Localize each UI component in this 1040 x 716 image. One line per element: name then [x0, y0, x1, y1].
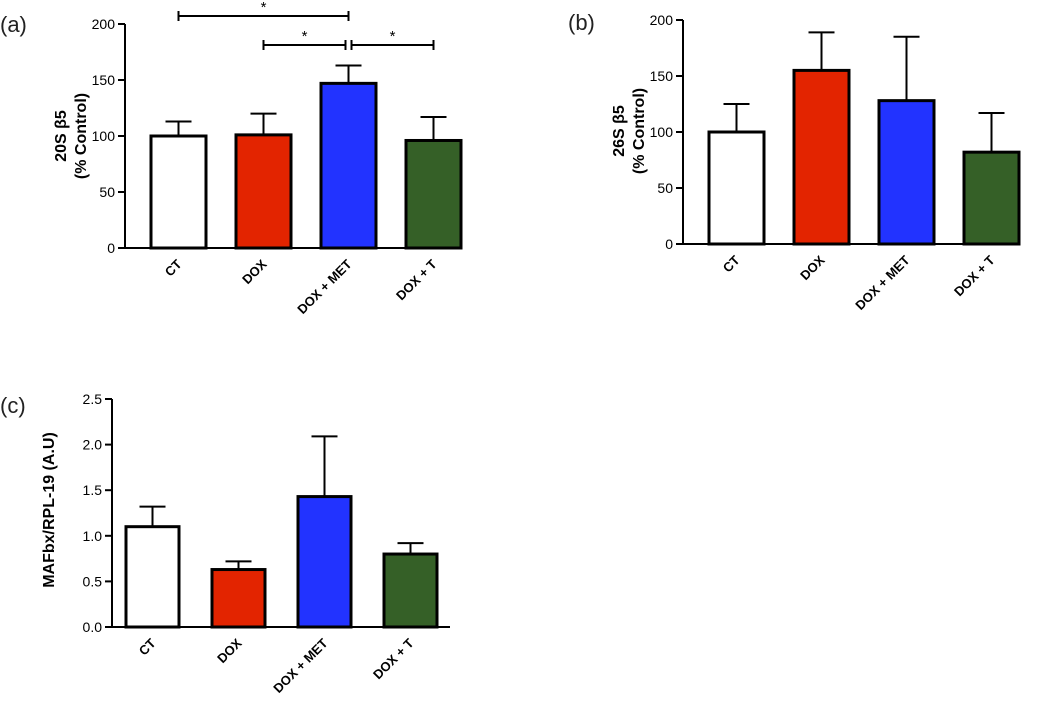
panel-a-significance-star: * — [261, 0, 267, 16]
panel-c-y-tick-label: 0.5 — [83, 573, 103, 589]
panel-c-category-label: CT — [136, 635, 159, 658]
panel-a-category-label: CT — [162, 256, 185, 279]
panel-b-bar — [877, 99, 936, 246]
panel-b-bar — [962, 150, 1021, 246]
panel-a-significance-star: * — [390, 28, 396, 45]
panel-a-y-tick-label: 0 — [107, 240, 115, 256]
panel-b-y-axis-title-line: (% Control) — [631, 88, 648, 174]
panel-c-bar — [296, 495, 353, 629]
panel-c-category-label: DOX — [214, 635, 245, 666]
panel-c-y-axis-title-line: MAFbx/RPL-19 (A.U) — [41, 432, 58, 588]
panel-b-label: (b) — [568, 10, 595, 35]
panel-c-bar — [124, 525, 181, 629]
panel-a-bar — [404, 138, 463, 250]
panel-c-y-tick-label: 1.5 — [83, 482, 103, 498]
panel-b-bar — [792, 68, 851, 246]
panel-a-category-label: DOX + T — [393, 256, 440, 303]
panel-c-y-tick-label: 1.0 — [83, 528, 103, 544]
panel-b-y-tick-label: 200 — [650, 12, 674, 28]
panel-a-y-tick-label: 150 — [92, 72, 116, 88]
panel-a-chart: (a) 0 50 100 150 200 20S β5 (% Control) CT DOX DOX… — [0, 0, 463, 317]
panel-b-chart: (b) 0 50 100 150 200 26S β5 (% Control) CT DOX DOX… — [568, 10, 1021, 313]
panel-c-category-label: DOX + MET — [270, 635, 330, 695]
panel-a-category-label: DOX + MET — [294, 256, 354, 316]
panel-a-bar — [149, 134, 208, 250]
panel-c-y-axis-title: MAFbx/RPL-19 (A.U) — [41, 432, 58, 588]
panel-b-y-axis-title: 26S β5 (% Control) — [611, 88, 648, 174]
panel-c-y-tick-label: 2.5 — [83, 391, 103, 407]
panel-a-y-axis-title: 20S β5 (% Control) — [53, 93, 90, 179]
panel-a-category-label: DOX — [239, 256, 270, 287]
panel-a-y-tick-label: 100 — [92, 128, 116, 144]
panel-c-bar — [382, 552, 439, 629]
panel-b-y-tick-label: 150 — [650, 68, 674, 84]
panel-a-y-tick-label: 50 — [99, 184, 115, 200]
panel-c-y-tick-label: 2.0 — [83, 437, 103, 453]
panel-c-y-tick-label: 0.0 — [83, 619, 103, 635]
panel-b-category-label: DOX + MET — [852, 252, 912, 312]
panel-b-y-tick-label: 100 — [650, 124, 674, 140]
panel-a-y-tick-label: 200 — [92, 16, 116, 32]
panel-a-significance-star: * — [302, 28, 308, 45]
panel-b-bar — [707, 130, 766, 246]
panel-b-category-label: DOX + T — [951, 252, 998, 299]
panel-a-bar — [234, 133, 293, 250]
panel-a-label: (a) — [0, 12, 27, 37]
panel-b-y-tick-label: 0 — [665, 236, 673, 252]
panel-c-category-label: DOX + T — [370, 635, 417, 682]
panel-c-label: (c) — [0, 393, 26, 418]
panel-b-y-tick-label: 50 — [657, 180, 673, 196]
panel-b-category-label: DOX — [797, 252, 828, 283]
panel-b-y-axis-title-line: 26S β5 — [611, 105, 628, 157]
panel-a-y-axis-title-line: 20S β5 — [53, 110, 70, 162]
panel-a-bar — [319, 81, 378, 250]
panel-a-y-axis-title-line: (% Control) — [73, 93, 90, 179]
panel-c-chart: (c) 0.0 0.5 1.0 1.5 2.0 2.5 MAFbx/RPL-19 (A.U) C… — [0, 391, 450, 696]
panel-c-bar — [210, 568, 267, 629]
panel-b-category-label: CT — [720, 252, 743, 275]
